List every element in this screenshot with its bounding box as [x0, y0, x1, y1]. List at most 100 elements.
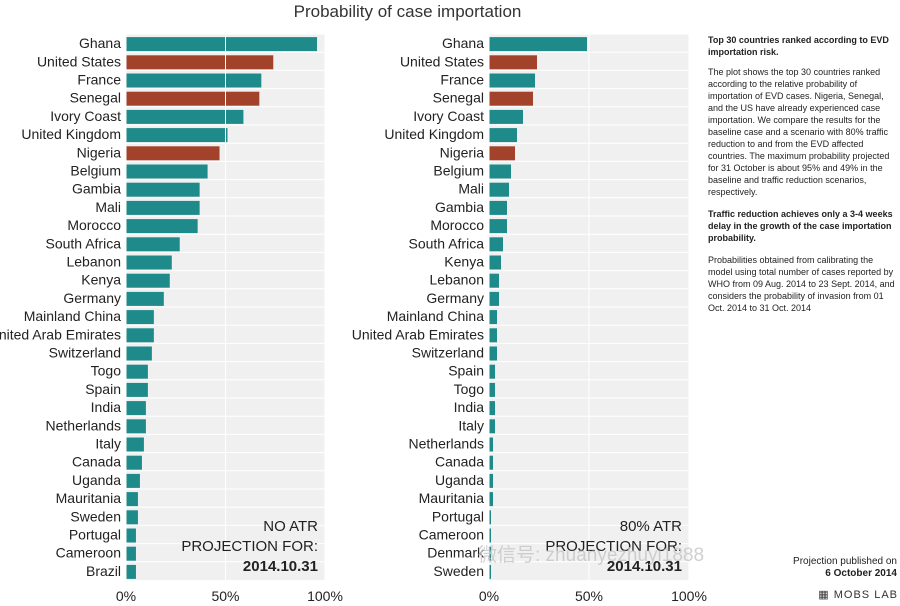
bar-spain — [126, 382, 148, 397]
bar-belgium — [126, 164, 208, 179]
bar-morocco — [126, 219, 198, 234]
category-label: United States — [400, 53, 484, 69]
category-label: Belgium — [70, 163, 121, 179]
bar-united-kingdom — [489, 128, 517, 143]
bar-south-africa — [489, 237, 503, 252]
description-paragraph: The plot shows the top 30 countries rank… — [708, 67, 890, 197]
category-label: Denmark — [427, 545, 485, 561]
category-label: Mauritania — [419, 490, 485, 506]
x-tick-label: 50% — [211, 588, 239, 604]
category-label: Portugal — [432, 508, 484, 524]
category-label: Ivory Coast — [413, 108, 484, 124]
category-label: India — [454, 399, 485, 415]
bar-mauritania — [489, 492, 493, 507]
chart-panel-traffic-reduction: Ghana United States France Senegal Ivory Coa… — [352, 33, 707, 604]
bar-ivory-coast — [489, 109, 523, 124]
bar-senegal — [126, 91, 260, 106]
bar-india — [489, 401, 495, 416]
x-tick-label: 100% — [307, 588, 343, 604]
category-label: Uganda — [72, 472, 121, 488]
category-label: Belgium — [433, 163, 484, 179]
category-label: United Kingdom — [21, 126, 121, 142]
category-label: Mainland China — [387, 308, 484, 324]
bar-nigeria — [126, 146, 220, 161]
bar-gambia — [126, 182, 200, 197]
scenario-annotation-line-1: NO ATR — [263, 518, 318, 535]
category-label: Canada — [435, 454, 484, 470]
category-label: Italy — [458, 417, 484, 433]
category-label: Gambia — [435, 199, 484, 215]
category-label: Senegal — [433, 90, 484, 106]
chart-title: Probability of case importation — [293, 2, 522, 21]
watermark: 微信号: zhuanyezhuyi1888 — [478, 545, 705, 566]
bar-germany — [126, 291, 164, 306]
bar-ghana — [489, 37, 587, 52]
category-label: Nigeria — [440, 144, 485, 160]
bar-netherlands — [126, 419, 146, 434]
bar-canada — [126, 455, 142, 470]
bar-mali — [126, 200, 200, 215]
bar-lebanon — [489, 273, 499, 288]
category-label: Sweden — [433, 563, 484, 579]
category-label: Cameroon — [419, 527, 484, 543]
category-label: Germany — [63, 290, 121, 306]
scenario-annotation-line-3: 2014.10.31 — [607, 558, 682, 575]
category-label: Togo — [91, 363, 122, 379]
brand-name: MOBS LAB — [833, 589, 898, 601]
category-label: Kenya — [444, 254, 484, 270]
bar-mauritania — [126, 492, 138, 507]
bar-switzerland — [126, 346, 152, 361]
bar-switzerland — [489, 346, 497, 361]
x-tick-label: 100% — [671, 588, 707, 604]
bar-cameroon — [126, 546, 136, 561]
category-label: United States — [37, 53, 121, 69]
bar-lebanon — [126, 255, 172, 270]
category-label: Morocco — [67, 217, 121, 233]
bar-united-states — [489, 55, 537, 70]
bar-nigeria — [489, 146, 515, 161]
category-label: Portugal — [69, 527, 121, 543]
category-label: Togo — [454, 381, 485, 397]
category-label: United Kingdom — [384, 126, 484, 142]
category-label: South Africa — [46, 235, 122, 251]
bar-gambia — [489, 200, 507, 215]
category-label: Ghana — [442, 35, 484, 51]
bar-united-arab-emirates — [126, 328, 154, 343]
scenario-annotation-line-3: 2014.10.31 — [243, 558, 318, 575]
category-label: France — [77, 72, 121, 88]
bar-senegal — [489, 91, 533, 106]
bar-united-arab-emirates — [489, 328, 497, 343]
category-label: Ivory Coast — [50, 108, 121, 124]
bar-ghana — [126, 37, 318, 52]
x-tick-label: 0% — [116, 588, 136, 604]
bar-togo — [489, 382, 495, 397]
bar-sweden — [126, 510, 138, 525]
category-label: Senegal — [70, 90, 121, 106]
bar-portugal — [126, 528, 136, 543]
x-tick-label: 50% — [575, 588, 603, 604]
description-panel: Top 30 countries ranked according to EVD… — [708, 34, 898, 324]
bar-france — [489, 73, 535, 88]
category-label: United Arab Emirates — [352, 326, 484, 342]
bar-uganda — [489, 473, 493, 488]
category-label: Mali — [458, 181, 484, 197]
category-label: Brazil — [86, 563, 121, 579]
brand-logo: ▦ MOBS LAB — [818, 589, 898, 601]
bar-portugal — [489, 510, 491, 525]
bar-spain — [489, 364, 495, 379]
bar-canada — [489, 455, 493, 470]
bar-mainland-china — [489, 310, 497, 325]
category-label: Spain — [85, 381, 121, 397]
bar-denmark — [489, 546, 491, 561]
scenario-annotation-line-1: 80% ATR — [620, 518, 682, 535]
category-label: Netherlands — [46, 417, 122, 433]
category-label: Cameroon — [56, 545, 121, 561]
bar-italy — [126, 437, 144, 452]
category-label: Kenya — [81, 272, 121, 288]
category-label: France — [440, 72, 484, 88]
category-label: Mali — [95, 199, 121, 215]
category-label: Spain — [448, 363, 484, 379]
key-finding: Traffic reduction achieves only a 3-4 we… — [708, 209, 893, 243]
bar-togo — [126, 364, 148, 379]
